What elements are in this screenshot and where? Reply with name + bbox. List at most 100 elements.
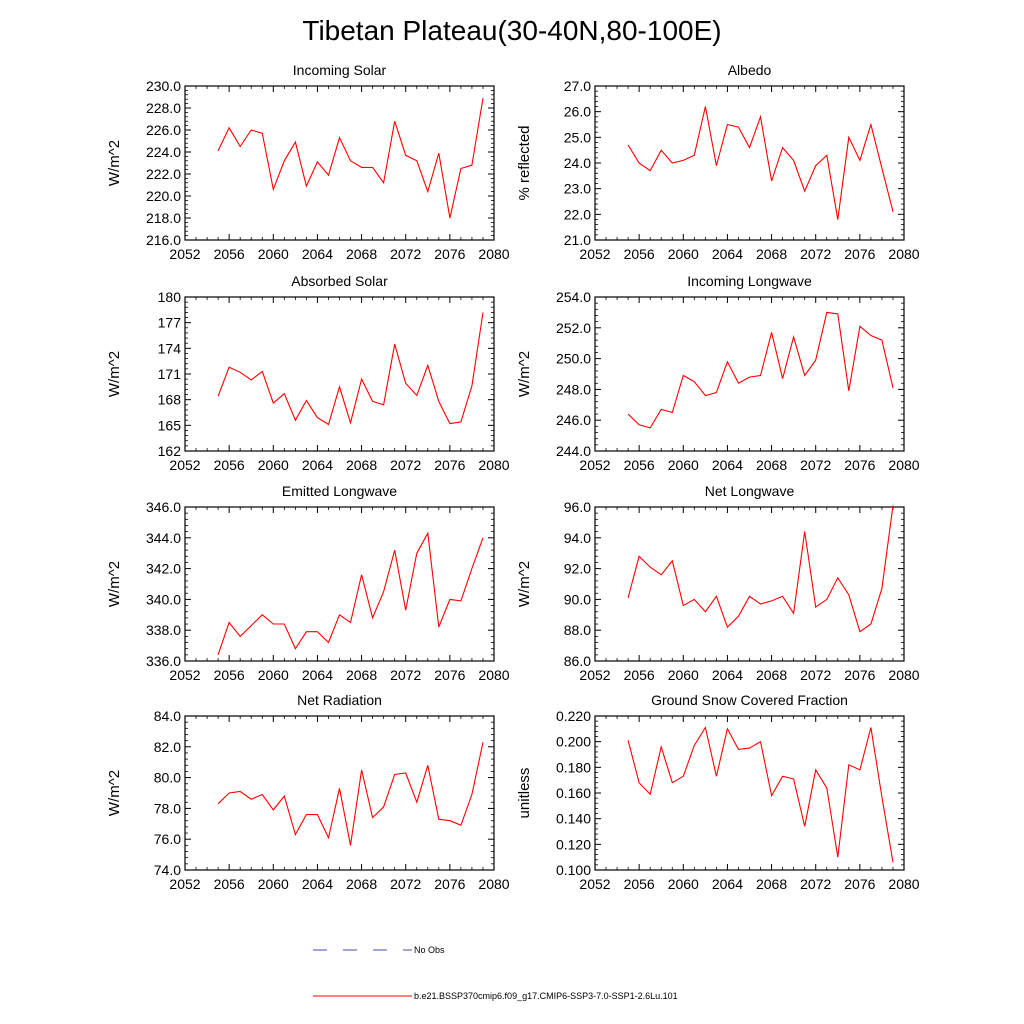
x-tick-label: 2076: [434, 457, 465, 473]
x-tick-label: 2064: [712, 876, 743, 892]
series-line: [627, 106, 894, 220]
y-tick-label: 0.200: [556, 734, 591, 750]
x-tick-label: 2072: [390, 457, 421, 473]
x-tick-label: 2076: [434, 667, 465, 683]
y-tick-label: 216.0: [146, 232, 181, 248]
x-tick-label: 2060: [668, 246, 699, 262]
chart-panels: Incoming Solar W/m^2 216.0 218.0 220.0 222.0 2…: [106, 62, 920, 892]
y-tick-label: 0.120: [556, 836, 591, 852]
x-tick-label: 2052: [169, 876, 200, 892]
y-axis-label: % reflected: [516, 125, 533, 200]
series-line: [627, 726, 894, 863]
x-tick-label: 2056: [214, 457, 245, 473]
series-line: [217, 312, 484, 426]
x-tick-label: 2072: [800, 457, 831, 473]
x-tick-label: 2080: [888, 457, 919, 473]
y-tick-label: 177: [158, 315, 182, 331]
panel-title: Emitted Longwave: [282, 483, 397, 499]
legend-model-label: b.e21.BSSP370cmip6.f09_g17.CMIP6-SSP3-7.…: [414, 991, 678, 1001]
y-tick-label: 230.0: [146, 78, 181, 94]
x-tick-label: 2052: [169, 667, 200, 683]
x-tick-label: 2064: [712, 667, 743, 683]
x-tick-label: 2056: [214, 876, 245, 892]
panel-title: Incoming Longwave: [687, 273, 812, 289]
y-axis-label: W/m^2: [106, 561, 123, 607]
x-tick-label: 2056: [624, 876, 655, 892]
y-tick-label: 78.0: [154, 800, 181, 816]
y-tick-label: 21.0: [564, 232, 591, 248]
y-axis-label: W/m^2: [106, 140, 123, 186]
y-tick-label: 94.0: [564, 530, 591, 546]
y-tick-label: 222.0: [146, 166, 181, 182]
x-tick-label: 2056: [214, 667, 245, 683]
y-axis-label: W/m^2: [516, 351, 533, 397]
x-tick-label: 2072: [800, 246, 831, 262]
y-tick-label: 90.0: [564, 591, 591, 607]
y-tick-label: 92.0: [564, 561, 591, 577]
y-tick-label: 26.0: [564, 104, 591, 120]
panel-title: Albedo: [728, 62, 772, 78]
plot-frame: [184, 506, 495, 662]
x-tick-label: 2060: [258, 457, 289, 473]
series-line: [217, 98, 484, 219]
chart-panel: Incoming Longwave W/m^2 244.0 246.0 248.0 250…: [516, 273, 920, 473]
y-tick-label: 336.0: [146, 653, 181, 669]
y-tick-label: 342.0: [146, 561, 181, 577]
y-tick-label: 25.0: [564, 129, 591, 145]
panel-title: Net Longwave: [705, 483, 795, 499]
x-tick-label: 2064: [302, 667, 333, 683]
panel-title: Ground Snow Covered Fraction: [651, 692, 848, 708]
x-tick-label: 2056: [624, 457, 655, 473]
x-tick-label: 2056: [624, 246, 655, 262]
y-tick-label: 80.0: [154, 770, 181, 786]
panel-title: Net Radiation: [297, 692, 382, 708]
x-tick-label: 2072: [390, 246, 421, 262]
x-tick-label: 2072: [390, 876, 421, 892]
x-tick-label: 2080: [478, 457, 509, 473]
y-tick-label: 88.0: [564, 622, 591, 638]
chart-panel: Incoming Solar W/m^2 216.0 218.0 220.0 222.0 2…: [106, 62, 510, 262]
x-tick-label: 2068: [756, 457, 787, 473]
series-line: [217, 742, 484, 846]
y-tick-label: 171: [158, 366, 182, 382]
x-tick-label: 2080: [888, 667, 919, 683]
y-tick-label: 252.0: [556, 320, 591, 336]
legend: No Obs b.e21.BSSP370cmip6.f09_g17.CMIP6-…: [313, 945, 678, 1001]
plot-frame: [594, 85, 905, 241]
plot-frame: [184, 85, 495, 241]
x-tick-label: 2076: [844, 876, 875, 892]
chart-panel: Ground Snow Covered Fraction unitless 0.10…: [516, 692, 920, 892]
y-tick-label: 340.0: [146, 591, 181, 607]
y-tick-label: 165: [158, 417, 182, 433]
x-tick-label: 2068: [346, 876, 377, 892]
y-tick-label: 96.0: [564, 499, 591, 515]
y-tick-label: 244.0: [556, 443, 591, 459]
figure-title: Tibetan Plateau(30-40N,80-100E): [302, 15, 721, 46]
x-tick-label: 2068: [346, 667, 377, 683]
y-tick-label: 180: [158, 289, 182, 305]
x-tick-label: 2072: [390, 667, 421, 683]
y-tick-label: 27.0: [564, 78, 591, 94]
x-tick-label: 2076: [434, 876, 465, 892]
y-tick-label: 0.100: [556, 862, 591, 878]
x-tick-label: 2052: [169, 457, 200, 473]
y-tick-label: 23.0: [564, 181, 591, 197]
x-tick-label: 2064: [302, 457, 333, 473]
series-line: [217, 531, 484, 655]
x-tick-label: 2064: [712, 246, 743, 262]
x-tick-label: 2072: [800, 667, 831, 683]
series-line: [627, 311, 894, 429]
y-tick-label: 250.0: [556, 351, 591, 367]
x-tick-label: 2060: [258, 876, 289, 892]
chart-panel: Absorbed Solar W/m^2 162 165 168 171 174 177 180…: [106, 273, 510, 473]
chart-panel: Emitted Longwave W/m^2 336.0 338.0 340.0 342.…: [106, 483, 510, 683]
series-line: [627, 505, 894, 633]
y-tick-label: 162: [158, 443, 182, 459]
x-tick-label: 2056: [624, 667, 655, 683]
x-tick-label: 2060: [258, 246, 289, 262]
y-tick-label: 224.0: [146, 144, 181, 160]
panel-title: Incoming Solar: [293, 62, 387, 78]
x-tick-label: 2076: [434, 246, 465, 262]
x-tick-label: 2052: [579, 457, 610, 473]
y-tick-label: 228.0: [146, 100, 181, 116]
